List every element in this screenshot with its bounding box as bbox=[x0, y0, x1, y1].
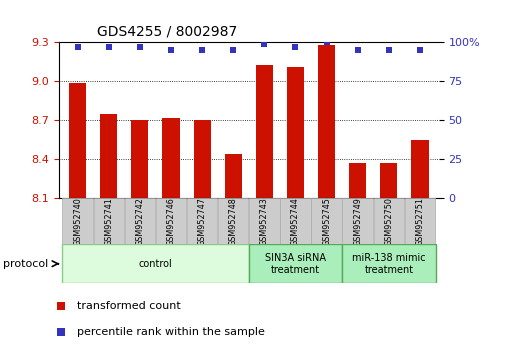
Text: GDS4255 / 8002987: GDS4255 / 8002987 bbox=[97, 24, 237, 39]
Bar bbox=[249, 244, 342, 283]
Bar bbox=[69, 83, 86, 198]
Bar bbox=[405, 198, 435, 244]
Bar bbox=[163, 118, 180, 198]
Text: protocol: protocol bbox=[3, 259, 48, 269]
Bar bbox=[125, 198, 155, 244]
Bar bbox=[62, 244, 249, 283]
Bar bbox=[249, 198, 280, 244]
Text: transformed count: transformed count bbox=[77, 301, 181, 310]
Bar bbox=[343, 198, 373, 244]
Text: GSM952750: GSM952750 bbox=[384, 197, 393, 246]
Bar bbox=[318, 45, 335, 198]
Text: control: control bbox=[139, 259, 172, 269]
Bar bbox=[342, 244, 436, 283]
Bar bbox=[193, 120, 211, 198]
Text: GSM952747: GSM952747 bbox=[198, 197, 207, 246]
Bar bbox=[256, 64, 273, 198]
Bar bbox=[187, 198, 218, 244]
Text: GSM952740: GSM952740 bbox=[73, 197, 82, 246]
Text: percentile rank within the sample: percentile rank within the sample bbox=[77, 327, 265, 337]
Bar bbox=[218, 198, 248, 244]
Text: SIN3A siRNA
treatment: SIN3A siRNA treatment bbox=[265, 253, 326, 275]
Text: GSM952744: GSM952744 bbox=[291, 197, 300, 246]
Bar bbox=[63, 198, 93, 244]
Text: GSM952741: GSM952741 bbox=[104, 197, 113, 246]
Text: miR-138 mimic
treatment: miR-138 mimic treatment bbox=[352, 253, 426, 275]
Bar bbox=[156, 198, 186, 244]
Bar bbox=[287, 67, 304, 198]
Text: GSM952742: GSM952742 bbox=[135, 197, 144, 246]
Bar bbox=[411, 140, 428, 198]
Bar bbox=[225, 154, 242, 198]
Text: GSM952743: GSM952743 bbox=[260, 197, 269, 246]
Text: GSM952745: GSM952745 bbox=[322, 197, 331, 246]
Bar bbox=[131, 120, 148, 198]
Bar bbox=[380, 163, 398, 198]
Bar bbox=[280, 198, 311, 244]
Text: GSM952748: GSM952748 bbox=[229, 197, 238, 246]
Text: GSM952746: GSM952746 bbox=[167, 197, 175, 246]
Bar bbox=[373, 198, 404, 244]
Bar bbox=[93, 198, 124, 244]
Text: GSM952751: GSM952751 bbox=[416, 197, 424, 246]
Bar bbox=[311, 198, 342, 244]
Text: GSM952749: GSM952749 bbox=[353, 197, 362, 246]
Bar bbox=[100, 114, 117, 198]
Bar bbox=[349, 163, 366, 198]
